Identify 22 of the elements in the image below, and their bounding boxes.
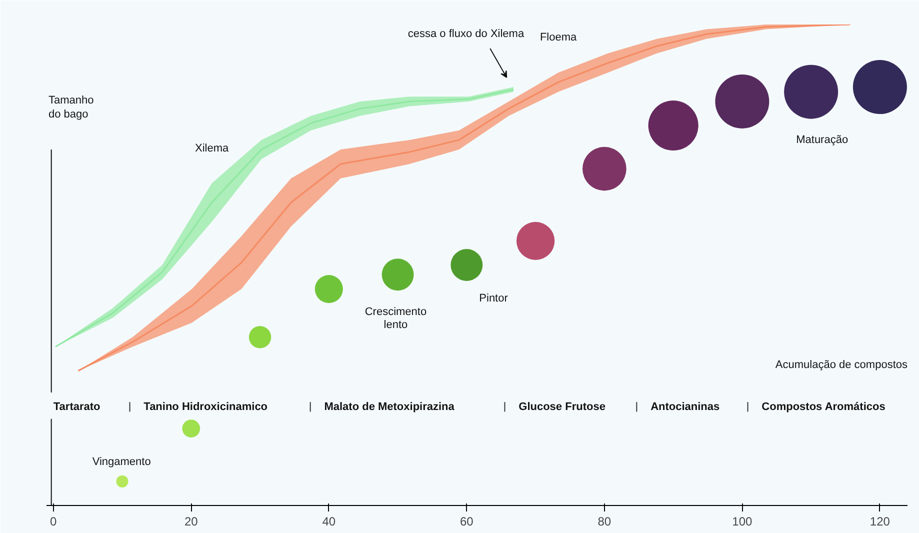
series-label: Xilema	[195, 142, 230, 154]
x-tick-label: 40	[322, 514, 336, 528]
x-tick-label: 80	[598, 514, 612, 528]
annotation: Pintor	[479, 292, 508, 305]
annotation: Crescimento lento	[364, 306, 427, 331]
annotation: Maturação	[796, 134, 848, 146]
x-tick-label: 100	[732, 514, 753, 528]
annotation: Antocianinas	[650, 400, 720, 413]
annotation: Vingamento	[92, 456, 151, 468]
annotation: Tartarato	[53, 400, 101, 413]
x-tick-label: 60	[460, 514, 474, 528]
annotation: Glucose Frutose	[518, 400, 606, 413]
text: Floema	[540, 32, 578, 44]
x-tick-label: 20	[184, 514, 198, 528]
annotation: cessa o fluxo do Xilema	[408, 28, 525, 40]
x-tick-label: 120	[870, 514, 890, 528]
annotation: Tanino Hidroxicinamico	[144, 400, 268, 413]
x-axis-title: Acumulação de compostos	[775, 358, 908, 371]
y-axis-title: Tamanho do bago	[48, 94, 94, 121]
x-tick-label: 0	[50, 514, 58, 528]
annotation: Malato de Metoxipirazina	[324, 400, 456, 413]
annotation: Compostos Aromáticos	[762, 400, 886, 413]
